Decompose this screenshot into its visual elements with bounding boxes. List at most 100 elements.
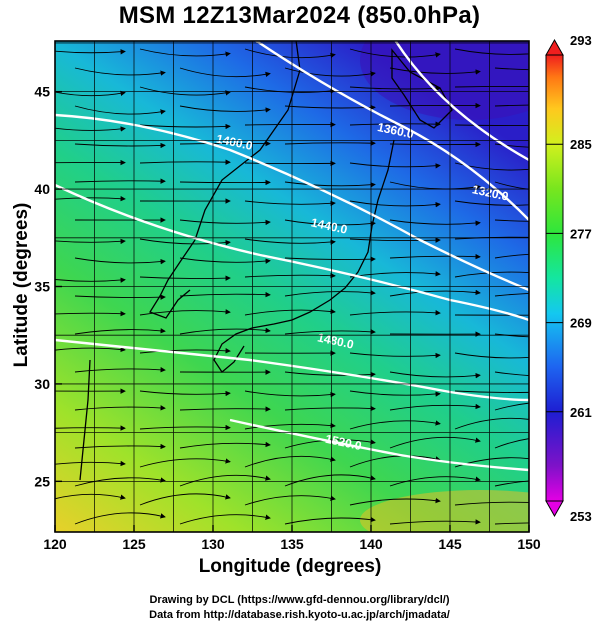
- wind-streamline: [494, 104, 529, 107]
- colorbar-tick-label: 261: [570, 405, 592, 420]
- wind-streamline: [244, 238, 336, 245]
- wind-streamline: [389, 403, 481, 411]
- x-axis-label: Longitude (degrees): [198, 556, 382, 577]
- wind-streamline: [349, 162, 441, 169]
- wind-streamline: [454, 236, 529, 240]
- wind-streamline: [139, 159, 231, 165]
- wind-streamline: [55, 195, 126, 202]
- x-tick-label: 120: [43, 536, 67, 552]
- footer-credit-drawing: Drawing by DCL (https://www.gfd-dennou.o…: [149, 594, 450, 606]
- wind-streamline: [284, 219, 376, 227]
- wind-streamline: [244, 422, 336, 430]
- wind-streamline: [284, 405, 376, 412]
- wind-streamline: [179, 441, 271, 449]
- wind-streamline: [454, 124, 529, 127]
- wind-streamline: [179, 179, 271, 186]
- wind-streamline: [139, 348, 231, 354]
- wind-streamline: [284, 474, 376, 487]
- wind-streamline: [494, 181, 529, 190]
- x-tick-label: 125: [122, 536, 146, 552]
- wind-streamline: [284, 140, 376, 146]
- wind-streamline: [74, 294, 166, 300]
- wind-streamline: [139, 86, 231, 96]
- wind-streamline: [349, 85, 441, 92]
- colorbar-bottom-triangle: [545, 500, 564, 518]
- wind-streamline: [139, 238, 231, 246]
- wind-streamline: [389, 102, 481, 109]
- x-tick-label: 150: [517, 536, 541, 552]
- colorbar: 253 261 269 277 285 293: [545, 33, 592, 524]
- wind-streamline: [244, 121, 336, 128]
- wind-streamline: [389, 371, 481, 379]
- wind-streamline: [494, 67, 529, 71]
- colorbar-tick-label: 269: [570, 316, 592, 331]
- wind-streamline: [179, 514, 271, 525]
- wind-streamline: [244, 200, 336, 207]
- wind-streamline: [55, 159, 126, 166]
- wind-streamline: [55, 238, 126, 245]
- wind-streamline: [389, 219, 481, 226]
- wind-streamline: [74, 105, 166, 115]
- wind-streamline: [454, 417, 529, 430]
- wind-streamline: [179, 291, 271, 298]
- wind-streamline: [284, 181, 376, 188]
- cold-air-region: [360, 41, 529, 120]
- wind-streamline: [284, 516, 376, 525]
- wind-streamline: [139, 309, 231, 316]
- wind-streamline: [74, 142, 166, 149]
- wind-streamline: [55, 425, 126, 431]
- wind-streamline: [244, 48, 336, 59]
- wind-streamline: [349, 352, 441, 359]
- wind-streamline: [494, 253, 529, 259]
- wind-streamline: [244, 495, 336, 506]
- wind-streamline: [74, 67, 166, 76]
- wind-streamline: [139, 458, 231, 468]
- wind-streamline: [74, 178, 166, 184]
- wind-streamline: [139, 493, 231, 506]
- wind-streamline: [494, 219, 529, 222]
- wind-streamline: [284, 290, 376, 297]
- wind-streamline: [179, 67, 271, 78]
- wind-streamline: [179, 406, 271, 412]
- wind-streamline: [284, 67, 376, 77]
- footer-credit-data: Data from http://database.rish.kyoto-u.a…: [149, 609, 450, 621]
- wind-streamline: [349, 48, 441, 58]
- wind-streamline: [284, 256, 376, 262]
- wind-streamline: [74, 367, 166, 373]
- wind-streamline: [454, 200, 529, 206]
- wind-streamline: [454, 501, 529, 506]
- wind-streamline: [74, 512, 166, 525]
- wind-streamline: [349, 237, 441, 243]
- wind-streamline: [244, 272, 336, 279]
- colorbar-tick-label: 253: [570, 509, 592, 524]
- wind-streamline: [179, 474, 271, 487]
- wind-streamline: [179, 140, 271, 147]
- colorbar-tick-label: 285: [570, 137, 592, 152]
- wind-streamline: [349, 390, 441, 397]
- wind-streamline: [454, 85, 529, 88]
- x-tick-label: 135: [280, 536, 304, 552]
- wind-streamline: [55, 277, 126, 283]
- wind-streamline: [55, 126, 126, 132]
- wind-streamline: [494, 402, 529, 411]
- wind-streamline: [74, 443, 166, 450]
- wind-streamline: [55, 493, 126, 500]
- colorbar-top-triangle: [545, 38, 564, 56]
- map-title: MSM 12Z13Mar2024 (850.0hPa): [118, 2, 481, 29]
- wind-streamline: [179, 219, 271, 226]
- wind-streamline: [74, 257, 166, 265]
- x-tick-label: 140: [359, 536, 383, 552]
- wind-streamline: [179, 257, 271, 264]
- wind-streamline: [389, 519, 481, 525]
- wind-streamline: [74, 477, 166, 487]
- y-tick-label: 25: [34, 473, 50, 489]
- wind-streamline: [454, 352, 529, 359]
- wind-streamline: [349, 121, 441, 127]
- wind-streamline: [179, 105, 271, 113]
- wind-streamline: [349, 497, 441, 506]
- coastlines: [79, 41, 453, 481]
- wind-streamline: [494, 371, 529, 376]
- wind-streamline: [454, 271, 529, 278]
- x-tick-label: 130: [201, 536, 225, 552]
